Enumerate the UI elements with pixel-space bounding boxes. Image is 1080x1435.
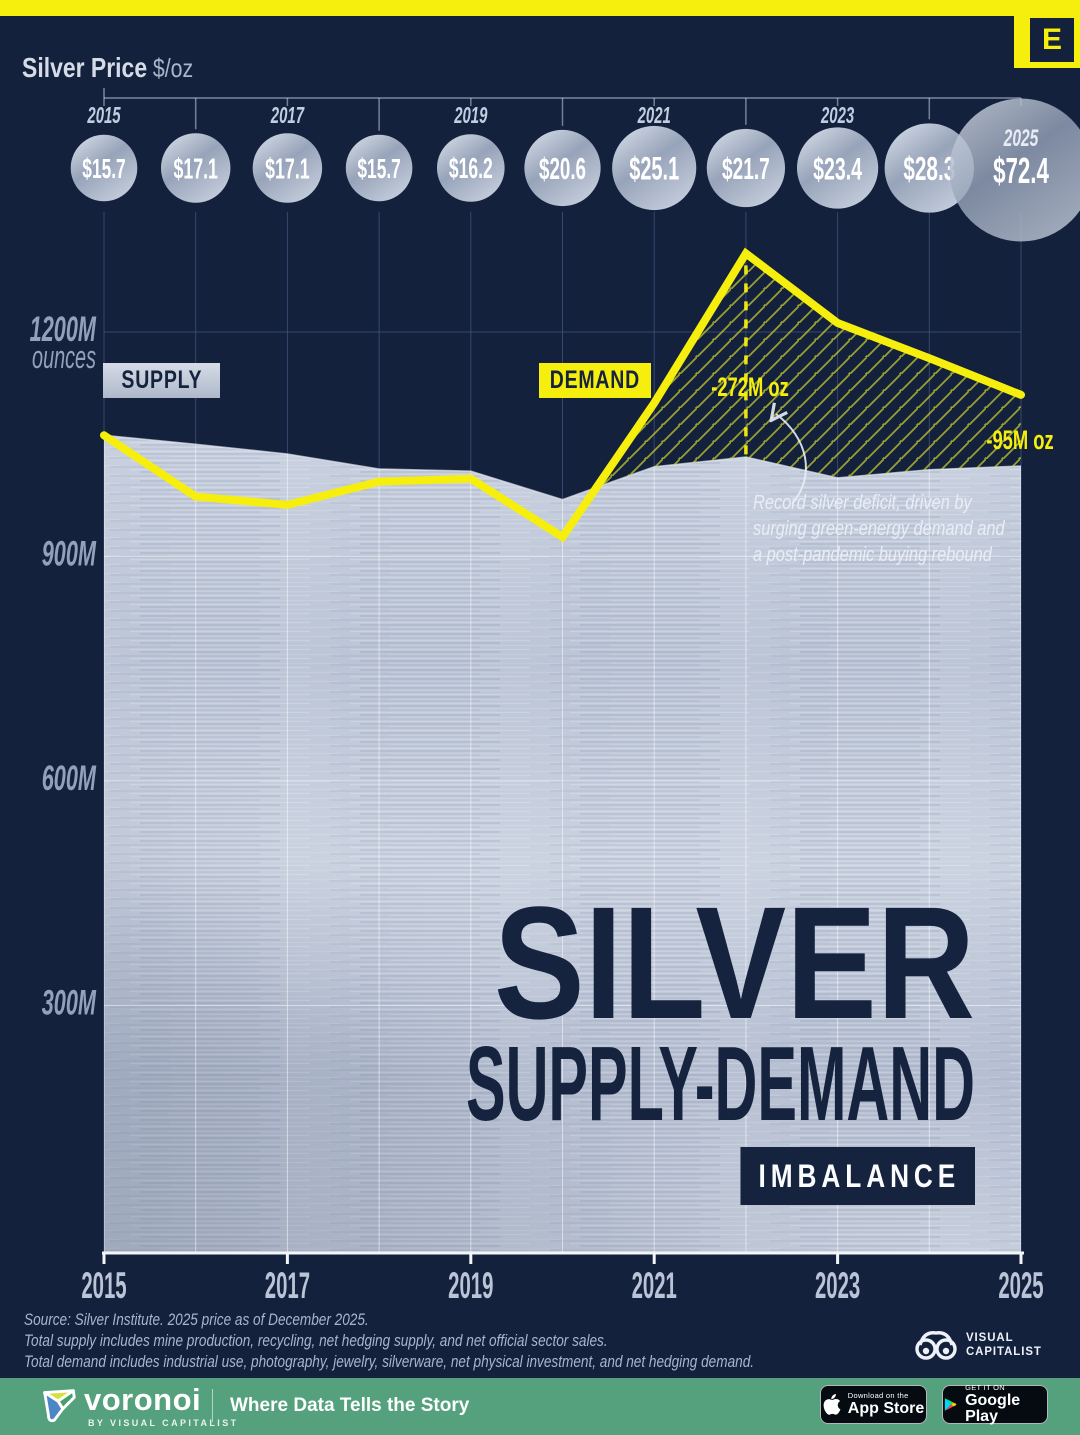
price-bubble [949,98,1080,242]
main-title-line3: IMBALANCE [740,1147,975,1205]
google-play-badge[interactable]: GET IT ON Google Play [942,1382,1048,1426]
source-line1: Source: Silver Institute. 2025 price as … [24,1310,369,1329]
elements-logo[interactable]: E [1014,0,1080,68]
price-bubble-value: $25.1 [629,151,679,187]
gridlines-on-silver [104,435,1021,1253]
price-year-label: 2025 [1003,126,1039,152]
price-year-label: 2017 [270,103,305,129]
x-tick-label: 2023 [815,1266,860,1307]
x-tick-label: 2021 [632,1266,677,1307]
x-tick-label: 2025 [998,1266,1043,1307]
google-play-badge-bottom: Google Play [965,1392,1021,1426]
app-store-badge[interactable]: Download on the App Store [820,1385,927,1424]
voronoi-logo-icon[interactable] [38,1383,80,1427]
price-year-label: 2015 [87,103,121,129]
deficit-note-line1: Record silver deficit, driven by [753,492,972,514]
deficit-note-line3: a post-pandemic buying rebound [753,544,992,566]
price-bubble [884,123,974,213]
source-note: Source: Silver Institute. 2025 price as … [24,1309,754,1372]
price-bubble [70,134,138,202]
price-year-label: 2019 [453,103,487,129]
price-bubble-value: $17.1 [173,153,217,185]
price-bubble-value: $21.7 [722,153,770,187]
price-bubble-value: $72.4 [993,152,1049,192]
price-axis-title: Silver Price $/oz [22,52,193,84]
y-tick-label: 1200M [30,311,97,349]
price-bubble-value: $23.4 [813,150,862,186]
price-bubble [612,125,697,211]
google-play-badge-top: GET IT ON [965,1382,1005,1392]
app-store-badge-bottom: App Store [847,1400,925,1418]
price-year-label: 2021 [637,103,671,129]
binoculars-icon [915,1331,957,1360]
y-axis-unit: ounces [32,339,96,375]
price-bubble [160,133,231,203]
footer-tagline: Where Data Tells the Story [230,1395,470,1416]
vc-logo-line1: VISUAL [966,1330,1014,1344]
price-bubble-value: $20.6 [539,152,586,186]
top-accent-bar [0,0,1080,16]
source-line3: Total demand includes industrial use, ph… [24,1352,755,1371]
deficit-2025-label: -95M oz [986,425,1054,455]
x-tick-label: 2015 [81,1266,126,1307]
price-bubble-value: $15.7 [357,153,400,184]
deficit-note-line2: surging green-energy demand and [753,518,1005,540]
footer-divider [212,1389,213,1422]
supply-legend-label: SUPPLY [103,363,220,398]
apple-icon [823,1394,841,1415]
price-bubble [524,129,601,207]
price-bubble-value: $17.1 [265,153,309,185]
price-axis-title-text: Silver Price [22,52,148,83]
footer-bar: voronoi BY VISUAL CAPITALIST Where Data … [0,1378,1080,1435]
deficit-hatch-area [596,253,1021,488]
demand-line [100,247,1025,543]
price-bubble [796,127,879,209]
price-year-label: 2023 [820,103,854,129]
x-axis: 2015 2017 2019 2021 2023 2025 [81,1251,1044,1307]
deficit-2022-label: -272M oz [711,372,789,402]
main-title-line2: SUPPLY-DEMAND [465,1025,975,1143]
y-tick-label: 900M [42,535,97,573]
y-tick-label: 300M [42,984,97,1022]
note-arrow [748,402,807,505]
y-tick-label: 600M [42,760,97,798]
demand-legend-label: DEMAND [539,363,651,398]
price-bubble-value: $15.7 [82,153,125,184]
main-title-line1: SILVER [493,873,975,1052]
price-bubble [345,134,413,202]
source-line2: Total supply includes mine production, r… [24,1331,608,1350]
x-tick-label: 2019 [448,1266,493,1307]
main-title-line3-wrap: IMBALANCE [66,1147,975,1205]
visual-capitalist-logo[interactable]: VISUAL CAPITALIST [912,1323,1046,1365]
price-bubble-value: $16.2 [449,153,493,184]
price-bubble [436,134,505,202]
price-axis-unit: $/oz [152,53,194,83]
main-title: SILVER SUPPLY-DEMAND IMBALANCE [66,873,975,1205]
app-store-badge-top: Download on the [847,1390,909,1400]
x-tick-label: 2017 [265,1266,310,1307]
voronoi-wordmark[interactable]: voronoi [84,1382,202,1417]
price-timeline: 2015 $15.7 $17.1 2017 $17.1 $15.7 2019 $16.2 $20… [70,88,1080,242]
price-bubble-value: $28.3 [903,150,955,187]
voronoi-byline: BY VISUAL CAPITALIST [88,1418,239,1428]
price-bubble [706,128,786,208]
elements-logo-letter: E [1030,18,1074,62]
google-play-icon [944,1398,957,1411]
price-bubble [252,133,323,203]
vc-logo-line2: CAPITALIST [966,1344,1042,1358]
deficit-note: Record silver deficit, driven by surging… [753,490,1005,568]
